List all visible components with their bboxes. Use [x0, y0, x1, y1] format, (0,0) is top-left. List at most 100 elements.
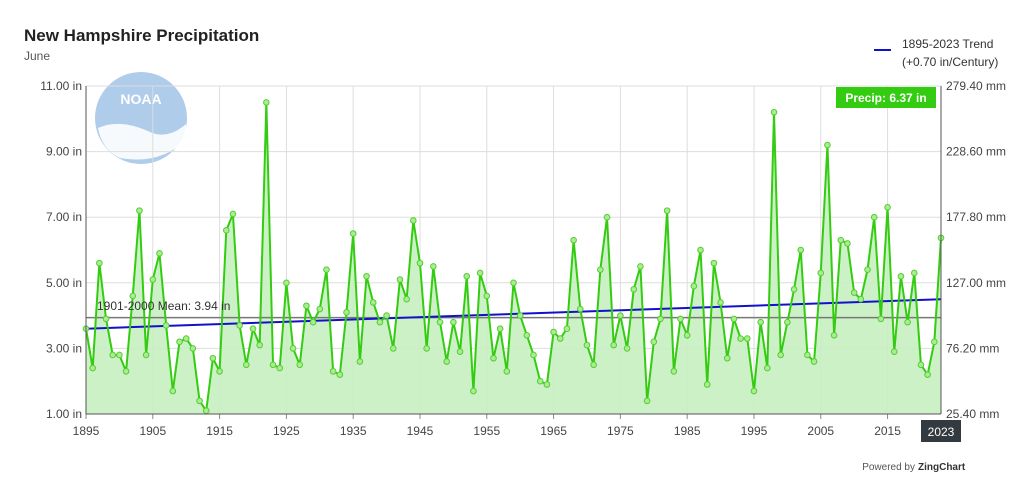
data-point — [456, 348, 464, 355]
data-point — [403, 295, 410, 303]
data-point — [884, 204, 891, 211]
data-point — [570, 236, 577, 244]
y2-tick-label: 76.20 mm — [946, 341, 999, 355]
y-tick-label: 3.00 in — [46, 341, 82, 355]
x-tick-label: 1945 — [407, 424, 434, 438]
data-point — [229, 210, 237, 218]
data-point — [256, 341, 263, 349]
x-tick-label: 2015 — [874, 424, 901, 438]
data-point — [804, 351, 811, 359]
y-tick-label: 9.00 in — [46, 145, 82, 159]
data-point — [784, 318, 791, 326]
data-point — [657, 315, 664, 323]
data-point — [236, 322, 243, 329]
y2-tick-label: 127.00 mm — [946, 276, 1006, 290]
current-value-badge-text: Precip: 6.37 in — [845, 91, 926, 105]
data-point — [857, 295, 865, 303]
data-point — [764, 364, 771, 372]
mean-label: 1901-2000 Mean: 3.94 in — [97, 299, 230, 313]
data-point — [516, 312, 524, 319]
data-point — [610, 341, 617, 349]
data-point — [797, 246, 805, 254]
data-point — [129, 292, 137, 300]
x-tick-label: 1895 — [73, 424, 100, 438]
data-point — [450, 318, 457, 326]
legend[interactable]: 1895-2023 Trend (+0.70 in/Century) — [874, 37, 998, 69]
data-point — [389, 345, 397, 352]
data-point — [269, 361, 277, 369]
data-point — [102, 315, 110, 323]
data-point — [122, 368, 130, 375]
data-point — [209, 354, 217, 362]
y2-tick-label: 279.40 mm — [946, 79, 1006, 93]
data-point — [89, 364, 96, 372]
last-year-marker: 2023 — [921, 420, 961, 442]
data-point — [383, 312, 390, 319]
data-point — [436, 318, 444, 326]
data-point — [917, 361, 925, 369]
data-point — [837, 236, 845, 244]
data-point — [790, 286, 798, 293]
data-point — [196, 397, 203, 405]
y2-tick-label: 177.80 mm — [946, 210, 1006, 224]
data-point — [496, 325, 504, 333]
data-point — [777, 351, 784, 359]
data-point — [96, 259, 103, 267]
powered-by-prefix: Powered by — [862, 462, 915, 473]
data-point — [303, 302, 310, 310]
x-tick-label: 1905 — [139, 424, 166, 438]
data-point — [890, 348, 898, 355]
data-point — [523, 331, 531, 339]
data-point — [503, 368, 511, 375]
data-point — [543, 381, 551, 388]
data-point — [283, 279, 290, 287]
chart-subtitle: June — [24, 49, 50, 63]
data-point — [590, 361, 597, 369]
data-point — [410, 217, 417, 224]
data-point — [770, 108, 778, 116]
data-point — [323, 266, 330, 273]
trend-line — [85, 298, 942, 330]
data-point — [309, 318, 317, 326]
data-point — [109, 351, 117, 359]
x-tick-label: 1965 — [540, 424, 567, 438]
data-point — [750, 387, 758, 395]
legend-trend-rate: (+0.70 in/Century) — [902, 55, 998, 69]
data-point — [296, 361, 304, 369]
data-point — [182, 335, 190, 342]
data-point — [897, 272, 905, 280]
data-point — [677, 315, 684, 323]
last-year-marker-text: 2023 — [928, 425, 955, 439]
data-point — [189, 345, 197, 352]
powered-by-brand[interactable]: ZingChart — [918, 462, 966, 473]
data-point — [730, 315, 738, 323]
y2-tick-label: 228.60 mm — [946, 145, 1006, 159]
data-point — [176, 338, 183, 346]
data-point — [430, 263, 437, 270]
data-point — [249, 325, 257, 333]
data-point — [470, 387, 477, 395]
current-value-badge: Precip: 6.37 in — [836, 87, 936, 108]
data-point — [870, 213, 878, 221]
last-year-marker-bg — [921, 420, 961, 442]
precip-area-fill — [86, 102, 941, 415]
data-point — [603, 213, 611, 221]
data-point — [904, 318, 911, 326]
data-point — [476, 269, 484, 277]
data-point — [670, 368, 678, 375]
data-point — [597, 266, 604, 273]
data-point — [289, 345, 297, 352]
data-point — [416, 259, 424, 267]
data-point — [717, 299, 724, 306]
x-tick-label: 1995 — [741, 424, 768, 438]
data-point — [136, 207, 143, 214]
data-point — [142, 351, 150, 359]
data-point — [263, 99, 270, 106]
data-point — [576, 305, 584, 313]
data-point — [723, 354, 731, 362]
data-point — [483, 292, 491, 300]
data-point — [830, 331, 838, 339]
data-point — [910, 269, 918, 277]
data-point — [536, 377, 544, 385]
